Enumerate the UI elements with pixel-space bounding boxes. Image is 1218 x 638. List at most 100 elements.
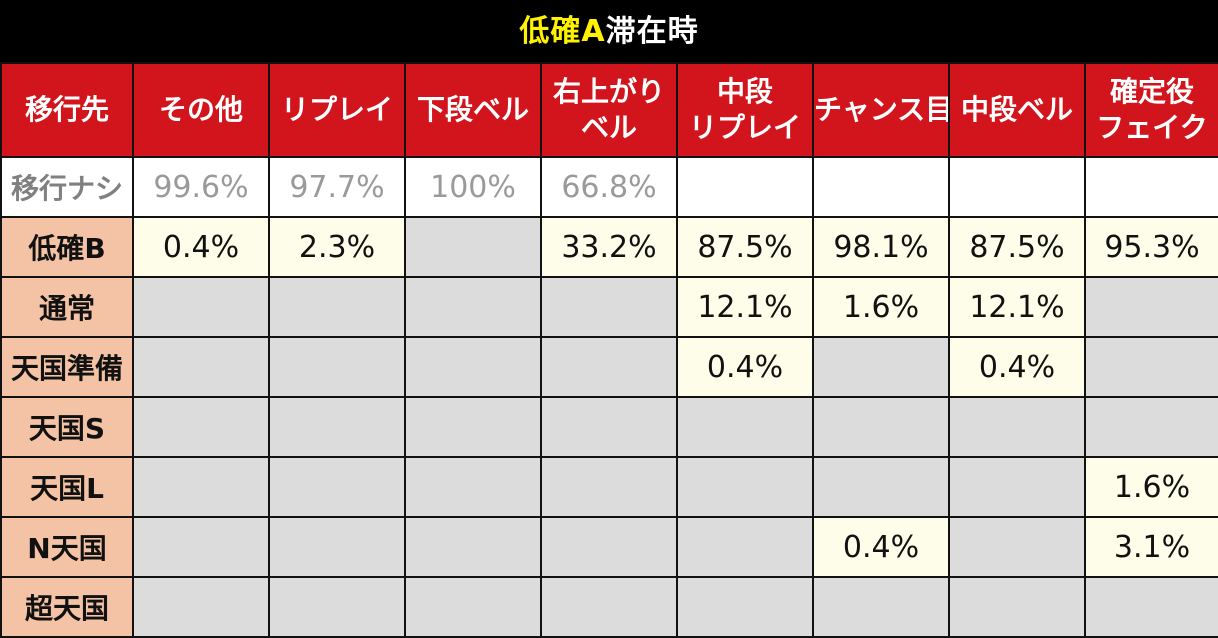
empty-cell — [268, 576, 406, 638]
table-cell: 99.6% — [132, 156, 270, 218]
table-cell: 66.8% — [540, 156, 678, 218]
empty-cell — [1084, 396, 1218, 458]
table-cell: 12.1% — [676, 276, 814, 338]
empty-cell — [404, 516, 542, 578]
empty-cell — [540, 576, 678, 638]
table-cell: 1.6% — [1084, 456, 1218, 518]
transition-table: 移行先 その他 リプレイ 下段ベル 右上がり ベル 中段 リプレイ チャンス目 中段ベル 確定役フ… — [0, 62, 1218, 638]
column-header-line: リプレイ — [688, 111, 801, 144]
empty-cell — [404, 456, 542, 518]
table-cell: 98.1% — [812, 216, 950, 278]
empty-cell — [540, 336, 678, 398]
column-header: その他 — [132, 62, 270, 158]
table-cell: 0.4% — [132, 216, 270, 278]
empty-cell — [540, 276, 678, 338]
column-header-line: 中段ベル — [960, 93, 1073, 126]
empty-cell — [812, 156, 950, 218]
table-cell: 97.7% — [268, 156, 406, 218]
table-row: 超天国 — [0, 576, 1218, 638]
empty-cell — [268, 456, 406, 518]
empty-cell — [676, 156, 814, 218]
empty-cell — [948, 576, 1086, 638]
column-header-line: リプレイ — [280, 93, 393, 126]
row-label: 天国S — [0, 396, 134, 458]
row-label: 通常 — [0, 276, 134, 338]
column-header: リプレイ — [268, 62, 406, 158]
table-row: 低確B 0.4% 2.3% 33.2% 87.5% 98.1% 87.5% 95.3% — [0, 216, 1218, 278]
empty-cell — [948, 396, 1086, 458]
empty-cell — [948, 156, 1086, 218]
column-header-line: チャンス目 — [814, 93, 949, 126]
column-header-line: 右上がり — [552, 75, 665, 108]
empty-cell — [132, 276, 270, 338]
table-row: 天国L 1.6% — [0, 456, 1218, 518]
column-header-line: 中段 — [716, 75, 773, 108]
table-row: 天国S — [0, 396, 1218, 458]
table-row: 天国準備 0.4% 0.4% — [0, 336, 1218, 398]
empty-cell — [812, 336, 950, 398]
empty-cell — [1084, 576, 1218, 638]
title-rest: 滞在時 — [605, 14, 699, 49]
empty-cell — [404, 216, 542, 278]
empty-cell — [812, 576, 950, 638]
empty-cell — [948, 516, 1086, 578]
row-label: 天国準備 — [0, 336, 134, 398]
empty-cell — [132, 576, 270, 638]
row-label: N天国 — [0, 516, 134, 578]
column-header: 下段ベル — [404, 62, 542, 158]
empty-cell — [540, 516, 678, 578]
empty-cell — [948, 456, 1086, 518]
table-cell: 0.4% — [812, 516, 950, 578]
row-label: 超天国 — [0, 576, 134, 638]
header-row: 移行先 その他 リプレイ 下段ベル 右上がり ベル 中段 リプレイ チャンス目 中段ベル 確定役フ… — [0, 62, 1218, 158]
table-cell: 100% — [404, 156, 542, 218]
column-header: チャンス目 — [812, 62, 950, 158]
empty-cell — [540, 456, 678, 518]
empty-cell — [540, 396, 678, 458]
empty-cell — [812, 396, 950, 458]
column-header-line: 下段ベル — [416, 93, 529, 126]
column-header: 中段ベル — [948, 62, 1086, 158]
empty-cell — [132, 516, 270, 578]
table-cell: 87.5% — [676, 216, 814, 278]
empty-cell — [404, 336, 542, 398]
table-row: 移行ナシ 99.6% 97.7% 100% 66.8% — [0, 156, 1218, 218]
table-title: 低確A滞在時 — [0, 0, 1218, 62]
row-label: 移行ナシ — [0, 156, 134, 218]
empty-cell — [404, 396, 542, 458]
empty-cell — [676, 456, 814, 518]
table-cell: 87.5% — [948, 216, 1086, 278]
table-cell: 0.4% — [948, 336, 1086, 398]
row-label: 低確B — [0, 216, 134, 278]
table-cell: 3.1% — [1084, 516, 1218, 578]
table-cell: 33.2% — [540, 216, 678, 278]
empty-cell — [132, 456, 270, 518]
table-cell: 95.3% — [1084, 216, 1218, 278]
table-cell: 12.1% — [948, 276, 1086, 338]
empty-cell — [1084, 276, 1218, 338]
column-header: 右上がり ベル — [540, 62, 678, 158]
empty-cell — [268, 336, 406, 398]
table-row: 通常 12.1% 1.6% 12.1% — [0, 276, 1218, 338]
empty-cell — [132, 396, 270, 458]
empty-cell — [268, 276, 406, 338]
empty-cell — [676, 396, 814, 458]
table-row: N天国 0.4% 3.1% — [0, 516, 1218, 578]
empty-cell — [268, 516, 406, 578]
table-cell: 0.4% — [676, 336, 814, 398]
empty-cell — [676, 576, 814, 638]
empty-cell — [676, 516, 814, 578]
empty-cell — [132, 336, 270, 398]
empty-cell — [404, 276, 542, 338]
title-highlight: 低確A — [519, 14, 606, 49]
empty-cell — [1084, 156, 1218, 218]
header-row-label: 移行先 — [0, 62, 134, 158]
column-header: 中段 リプレイ — [676, 62, 814, 158]
column-header-line: 確定役 — [1109, 75, 1194, 108]
empty-cell — [268, 396, 406, 458]
column-header: 確定役 フェイク — [1084, 62, 1218, 158]
column-header-line: ベル — [580, 111, 637, 144]
column-header-line: フェイク — [1096, 111, 1208, 144]
empty-cell — [1084, 336, 1218, 398]
